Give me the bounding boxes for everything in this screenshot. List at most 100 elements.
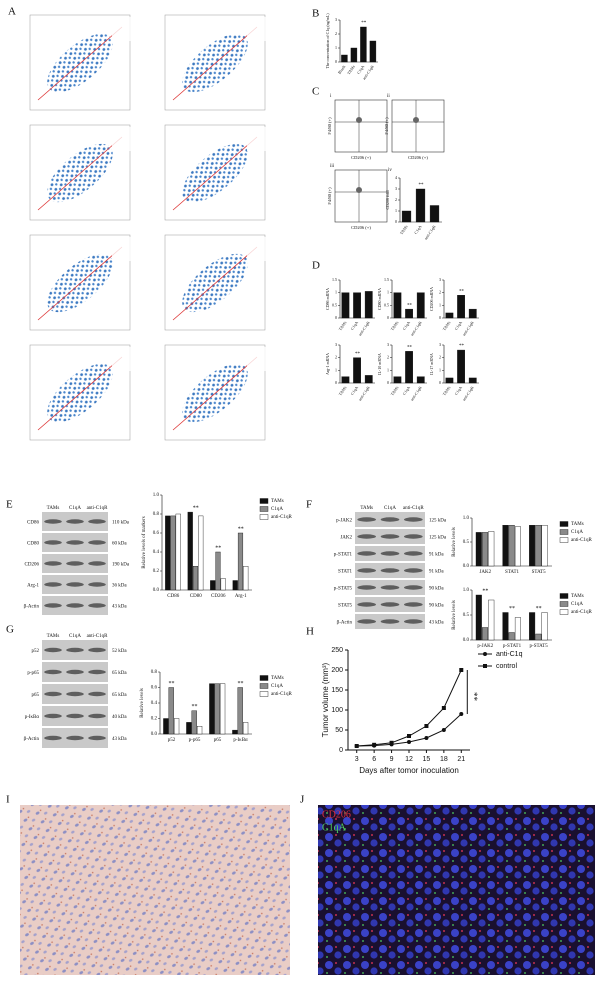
x-tick-label: TAMs — [338, 385, 348, 397]
significance: ** — [469, 692, 479, 702]
blot-band — [357, 551, 376, 556]
legend-swatch — [259, 683, 269, 689]
significance: ** — [215, 545, 221, 551]
scatter-frame — [29, 344, 131, 441]
bar — [405, 351, 413, 384]
bar — [457, 295, 465, 319]
y-tick-label: 3 — [439, 342, 441, 347]
blot-size-label: 190 kDa — [112, 563, 130, 568]
ihc-image — [20, 805, 290, 975]
bar — [488, 599, 495, 641]
y-tick-label: 0 — [335, 59, 337, 64]
y-tick-label: 1 — [439, 302, 441, 307]
bar — [232, 580, 238, 591]
bar — [173, 718, 180, 735]
legend-marker — [483, 664, 487, 668]
legend-label: C1qA — [571, 530, 583, 535]
x-tick-label: 12 — [405, 756, 413, 763]
panel-label: F — [306, 499, 312, 511]
x-tick-label: p-STAT1 — [503, 644, 522, 649]
if-image — [318, 805, 595, 975]
y-tick-label: 0 — [439, 380, 441, 385]
blot-band — [66, 691, 84, 697]
y-tick-label: 0.4 — [151, 701, 158, 706]
bar — [341, 292, 350, 319]
bar — [191, 710, 197, 735]
x-axis-label: Days after tomor inoculation — [359, 766, 459, 775]
blot-band — [66, 735, 84, 741]
fit-line — [37, 136, 123, 211]
blot-row-label: β-Actin — [337, 621, 353, 626]
bar — [541, 525, 548, 567]
blot-row-label: p65 — [32, 693, 40, 698]
y-tick-label: 0.5 — [463, 540, 470, 545]
legend-label: TAMs — [571, 522, 584, 527]
bar — [192, 566, 199, 591]
legend-label: TAMs — [271, 676, 284, 681]
blot-band — [66, 603, 84, 608]
blot-band — [88, 519, 106, 524]
blot-size-label: 43 kDa — [112, 737, 127, 742]
y-tick-label: 1.0 — [153, 493, 160, 498]
bar — [445, 312, 454, 319]
panel-label: G — [6, 624, 14, 636]
legend-label: anti-C1qR — [271, 515, 292, 520]
bar — [341, 376, 350, 384]
blot-band — [404, 602, 423, 607]
blot-size-label: 91 kDa — [429, 553, 444, 558]
bar — [514, 526, 521, 567]
flow-plot — [334, 169, 388, 223]
x-tick-label: p52 — [168, 738, 176, 743]
blot-size-label: 125 kDa — [429, 519, 447, 524]
blot-size-label: 91 kDa — [429, 570, 444, 575]
legend-swatch — [559, 529, 569, 535]
bar — [237, 687, 243, 735]
y-tick-label: 100 — [331, 707, 343, 714]
panel-label: A — [8, 6, 16, 18]
scatter-frame — [164, 234, 266, 331]
y-tick-label: 0 — [387, 380, 389, 385]
bar — [405, 308, 413, 319]
legend-swatch — [559, 601, 569, 607]
legend-swatch — [259, 691, 269, 697]
point — [424, 736, 429, 740]
bar — [429, 205, 440, 223]
blot-band — [380, 534, 400, 539]
blot-size-label: 90 kDa — [429, 587, 444, 592]
lane-label: anti-C1qR — [87, 506, 108, 511]
flow-tag: iv — [388, 168, 392, 173]
y-axis-label: Relative levels — [452, 527, 457, 557]
flow-plot — [391, 99, 445, 153]
x-tick-label: C1qA — [453, 385, 463, 396]
y-axis-label: CD86 mRNA — [325, 288, 330, 310]
lane-label: C1qA — [69, 634, 81, 639]
y-tick-label: 0 — [395, 219, 397, 224]
blot-band — [380, 619, 400, 624]
y-tick-label: 200 — [331, 667, 343, 674]
significance: ** — [482, 588, 488, 594]
fit-line — [37, 26, 123, 101]
x-tick-label: 18 — [440, 756, 448, 763]
y-tick-label: 0.2 — [151, 717, 158, 722]
bar — [475, 532, 482, 567]
y-tick-label: 0.2 — [153, 569, 160, 574]
y-axis-label: Relative levels — [140, 688, 145, 718]
stats-box — [112, 237, 136, 261]
bar — [243, 566, 249, 591]
blot-band — [357, 585, 376, 590]
bar — [415, 188, 426, 223]
y-tick-label: 1 — [439, 367, 441, 372]
point — [424, 724, 429, 728]
scatter-frame — [164, 124, 266, 221]
blot-band — [88, 540, 106, 545]
bar — [170, 515, 176, 591]
blot-band — [88, 561, 106, 566]
x-tick-label: C1qA — [453, 320, 463, 331]
fit-line — [172, 356, 258, 431]
blot-band — [44, 735, 62, 741]
legend-swatch — [259, 506, 269, 512]
bar — [508, 632, 515, 641]
y-tick-label: 0.0 — [463, 564, 470, 569]
x-tick-label: 3 — [355, 756, 359, 763]
panel-label: D — [312, 260, 320, 272]
